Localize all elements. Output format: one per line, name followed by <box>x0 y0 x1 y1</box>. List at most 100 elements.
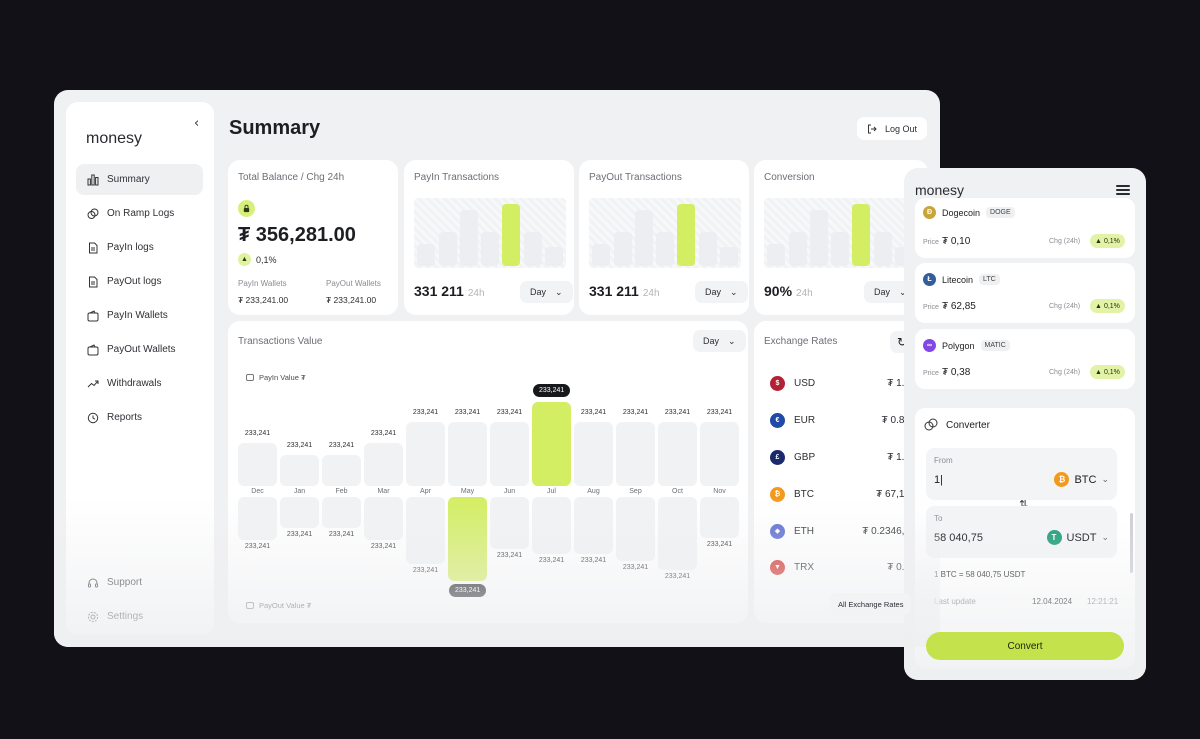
chg-label: Chg (24h) <box>1049 369 1081 376</box>
payout-bar[interactable] <box>406 497 445 564</box>
payout-value-label: 233,241 <box>412 566 439 574</box>
us-flag-icon: $ <box>770 375 785 391</box>
sidebar-item-on-ramp-logs[interactable]: On Ramp Logs <box>76 198 203 229</box>
sidebar-item-label: PayOut logs <box>107 276 162 287</box>
payout-bar[interactable] <box>238 497 277 540</box>
payin-bar[interactable] <box>448 422 487 486</box>
payout-bar[interactable] <box>322 497 361 529</box>
payin-bar[interactable] <box>238 443 277 486</box>
scrollbar[interactable] <box>1130 513 1133 573</box>
payout-value-label: 233,241 <box>496 552 523 560</box>
logout-icon <box>867 124 877 134</box>
mini-bar <box>677 204 696 266</box>
price-value: ₮ 0,10 <box>941 236 971 247</box>
sidebar-item-label: Settings <box>107 611 144 622</box>
payin-value-label: 233,241 <box>328 441 355 449</box>
period-dropdown[interactable]: Day ⌄ <box>693 330 746 352</box>
to-currency-select[interactable]: T USDT ⌄ <box>1046 530 1109 545</box>
card-title: Transactions Value <box>238 336 323 347</box>
convert-button[interactable]: Convert <box>926 632 1124 660</box>
sidebar-item-summary[interactable]: Summary <box>76 164 203 195</box>
litecoin-icon: Ł <box>923 273 936 286</box>
hamburger-icon[interactable] <box>1116 185 1130 195</box>
coin-name-row: ∞ Polygon MATIC <box>923 339 1010 352</box>
trend-icon <box>87 378 99 390</box>
month-label: Sep <box>629 488 642 495</box>
rate-row-eur: € EUR ₮ 0.88 <box>770 410 910 430</box>
period-dropdown[interactable]: Day ⌄ <box>695 281 748 303</box>
sidebar-item-settings[interactable]: Settings <box>76 601 203 632</box>
month-label: Oct <box>672 488 683 495</box>
coin-card-dogecoin[interactable]: Ð Dogecoin DOGE Price ₮ 0,10 Chg (24h) ▲ 0,1… <box>915 198 1135 258</box>
payin-bar[interactable] <box>364 443 403 486</box>
polygon-icon: ∞ <box>923 339 936 352</box>
coin-card-polygon[interactable]: ∞ Polygon MATIC Price ₮ 0,38 Chg (24h) ▲ 0,1… <box>915 329 1135 389</box>
mini-bar <box>719 247 738 266</box>
payin-bar[interactable] <box>532 402 571 486</box>
dropdown-value: Day <box>703 336 720 346</box>
payout-bar[interactable] <box>280 497 319 529</box>
payout-bar[interactable] <box>574 497 613 554</box>
sidebar-item-withdrawals[interactable]: Withdrawals <box>76 368 203 399</box>
payout-bar[interactable] <box>448 497 487 581</box>
dropdown-value: Day <box>705 287 722 297</box>
payin-bar[interactable] <box>406 422 445 486</box>
from-currency-select[interactable]: ₿ BTC ⌄ <box>1054 472 1109 487</box>
payin-bar[interactable] <box>322 454 361 486</box>
mini-bar-chart <box>414 198 566 268</box>
payout-transactions-card: PayOut Transactions 331 211 24h Day ⌄ <box>579 160 749 315</box>
rate-value: ₮ 67,12 <box>876 488 910 500</box>
rate-value: ₮ 1.0 <box>887 377 910 389</box>
payin-bar[interactable] <box>490 422 529 486</box>
payout-value-label: 233,241 <box>622 563 649 571</box>
chevron-left-icon[interactable]: ‹ <box>194 116 200 131</box>
price-value: ₮ 62,85 <box>941 301 976 312</box>
period-dropdown[interactable]: Day ⌄ <box>864 281 917 303</box>
from-field[interactable]: From 1| ₿ BTC ⌄ <box>926 448 1117 500</box>
payout-bar[interactable] <box>490 497 529 550</box>
sidebar-item-reports[interactable]: Reports <box>76 402 203 433</box>
sidebar-item-payout-wallets[interactable]: PayOut Wallets <box>76 334 203 365</box>
payin-bar[interactable] <box>280 454 319 486</box>
coin-symbol: LTC <box>979 274 1000 285</box>
mini-bar <box>852 204 871 266</box>
sidebar-item-payin-wallets[interactable]: PayIn Wallets <box>76 300 203 331</box>
payin-bar[interactable] <box>658 422 697 486</box>
conversion-card: Conversion 90% 24h Day ⌄ <box>754 160 928 315</box>
swap-icon[interactable]: ⇅ <box>1019 499 1029 511</box>
sidebar-item-payout-logs[interactable]: PayOut logs <box>76 266 203 297</box>
coin-card-litecoin[interactable]: Ł Litecoin LTC Price ₮ 62,85 Chg (24h) ▲ 0,1… <box>915 263 1135 323</box>
wallet-icon <box>87 343 99 356</box>
tron-icon: ▼ <box>770 559 785 575</box>
sidebar-item-payin-logs[interactable]: PayIn logs <box>76 232 203 263</box>
last-update-time: 12:21:21 <box>1087 597 1119 606</box>
payout-bar[interactable] <box>658 497 697 571</box>
rate-row-usd: $ USD ₮ 1.0 <box>770 373 910 393</box>
legend-label: PayOut Value ₮ <box>259 601 312 610</box>
rate-code: BTC <box>794 488 814 500</box>
month-label: Nov <box>713 488 726 495</box>
rate-row-trx: ▼ TRX ₮ 0.1 <box>770 557 910 577</box>
payin-bar[interactable] <box>700 422 739 486</box>
rate-row-eth: ◆ ETH ₮ 0.2346,4 <box>770 521 910 541</box>
payin-value-label: 233,241 <box>412 409 439 417</box>
payout-bar[interactable] <box>616 497 655 561</box>
logout-button[interactable]: Log Out <box>857 117 928 140</box>
payout-bar[interactable] <box>364 497 403 540</box>
payin-bar[interactable] <box>574 422 613 486</box>
mobile-panel: monesy Ð Dogecoin DOGE Price ₮ 0,10 Chg (24… <box>904 168 1146 680</box>
sidebar-item-support[interactable]: Support <box>76 567 203 598</box>
payout-bar[interactable] <box>532 497 571 554</box>
to-field[interactable]: To 58 040,75 T USDT ⌄ <box>926 506 1117 558</box>
mini-bar <box>698 231 717 266</box>
mini-bar <box>767 244 786 266</box>
price-label: Price ₮ 0,10 <box>923 236 970 247</box>
legend-label: PayIn Value ₮ <box>259 373 306 382</box>
period-dropdown[interactable]: Day ⌄ <box>520 281 573 303</box>
payin-bar[interactable] <box>616 422 655 486</box>
payout-bar[interactable] <box>700 497 739 538</box>
clock-icon <box>87 412 99 424</box>
coins-icon <box>87 208 99 220</box>
payin-wallets-value: ₮ 233,241.00 <box>238 295 289 305</box>
all-exchange-rates-button[interactable]: All Exchange Rates <box>830 593 912 615</box>
